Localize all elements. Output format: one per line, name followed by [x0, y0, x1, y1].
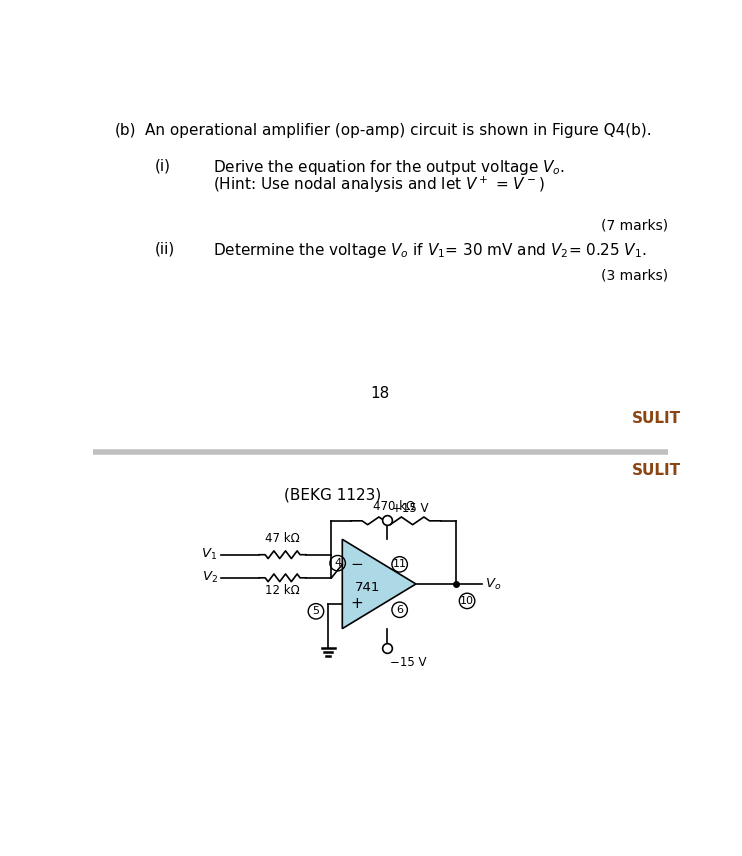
Text: +15 V: +15 V: [392, 502, 428, 514]
Text: 470 kΩ: 470 kΩ: [372, 500, 415, 513]
Text: 47 kΩ: 47 kΩ: [265, 532, 300, 545]
Polygon shape: [342, 539, 416, 628]
Text: $V_2$: $V_2$: [202, 570, 217, 586]
Text: 6: 6: [396, 605, 403, 615]
Text: (b): (b): [114, 122, 136, 138]
Text: Derive the equation for the output voltage $\it{V_o}$.: Derive the equation for the output volta…: [213, 158, 565, 177]
Text: (BEKG 1123): (BEKG 1123): [284, 488, 381, 502]
Text: 11: 11: [393, 559, 407, 569]
Text: Determine the voltage $\it{V_o}$ if $\it{V_1}$= 30 mV and $\it{V_2}$= 0.25 $\it{: Determine the voltage $\it{V_o}$ if $\it…: [213, 241, 646, 260]
Text: +: +: [350, 596, 363, 611]
Text: (7 marks): (7 marks): [601, 218, 669, 232]
Text: 4: 4: [334, 558, 341, 568]
Text: (Hint: Use nodal analysis and let $V^+$ = $V^-$): (Hint: Use nodal analysis and let $V^+$ …: [213, 175, 545, 195]
Text: −: −: [350, 556, 363, 572]
Text: 18: 18: [371, 386, 390, 401]
Text: SULIT: SULIT: [631, 463, 680, 479]
Text: (3 marks): (3 marks): [601, 268, 669, 282]
Text: SULIT: SULIT: [631, 411, 680, 425]
Text: 12 kΩ: 12 kΩ: [265, 584, 300, 597]
Text: $V_1$: $V_1$: [202, 547, 217, 562]
Text: An operational amplifier (op-amp) circuit is shown in Figure Q4(b).: An operational amplifier (op-amp) circui…: [145, 122, 652, 138]
Text: 741: 741: [355, 580, 380, 593]
Text: (ii): (ii): [155, 241, 175, 256]
Text: 5: 5: [312, 606, 320, 616]
Text: (i): (i): [155, 158, 171, 173]
Text: −15 V: −15 V: [390, 657, 427, 669]
Text: $V_o$: $V_o$: [485, 576, 501, 591]
Text: 10: 10: [460, 596, 474, 606]
